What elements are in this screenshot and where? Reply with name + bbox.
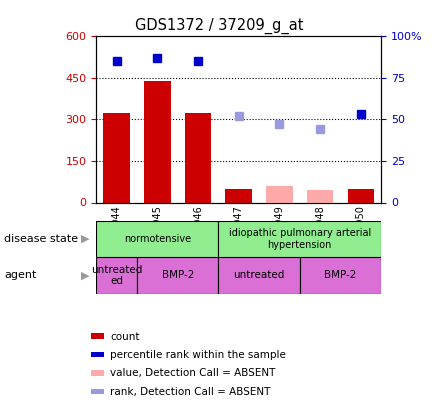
Bar: [91, 352, 104, 357]
Text: idiopathic pulmonary arterial
hypertension: idiopathic pulmonary arterial hypertensi…: [229, 228, 371, 250]
Text: disease state: disease state: [4, 234, 78, 244]
Text: rank, Detection Call = ABSENT: rank, Detection Call = ABSENT: [110, 387, 271, 397]
Bar: [300, 257, 381, 294]
Bar: [185, 113, 211, 202]
Text: untreated: untreated: [233, 271, 285, 280]
Text: untreated
ed: untreated ed: [91, 264, 142, 286]
Bar: [96, 221, 219, 257]
Text: BMP-2: BMP-2: [162, 271, 194, 280]
Bar: [91, 370, 104, 376]
Bar: [219, 221, 381, 257]
Text: count: count: [110, 332, 140, 341]
Bar: [91, 333, 104, 339]
Bar: [307, 190, 333, 202]
Bar: [96, 257, 137, 294]
Text: GDS1372 / 37209_g_at: GDS1372 / 37209_g_at: [135, 18, 303, 34]
Bar: [144, 81, 170, 202]
Text: agent: agent: [4, 271, 37, 280]
Text: ▶: ▶: [81, 234, 90, 244]
Bar: [347, 189, 374, 202]
Bar: [137, 257, 219, 294]
Text: normotensive: normotensive: [124, 234, 191, 244]
Bar: [91, 389, 104, 394]
Bar: [266, 186, 293, 202]
Bar: [103, 113, 130, 202]
Text: ▶: ▶: [81, 271, 90, 280]
Bar: [219, 257, 300, 294]
Text: BMP-2: BMP-2: [324, 271, 357, 280]
Text: percentile rank within the sample: percentile rank within the sample: [110, 350, 286, 360]
Bar: [226, 189, 252, 202]
Text: value, Detection Call = ABSENT: value, Detection Call = ABSENT: [110, 369, 276, 378]
